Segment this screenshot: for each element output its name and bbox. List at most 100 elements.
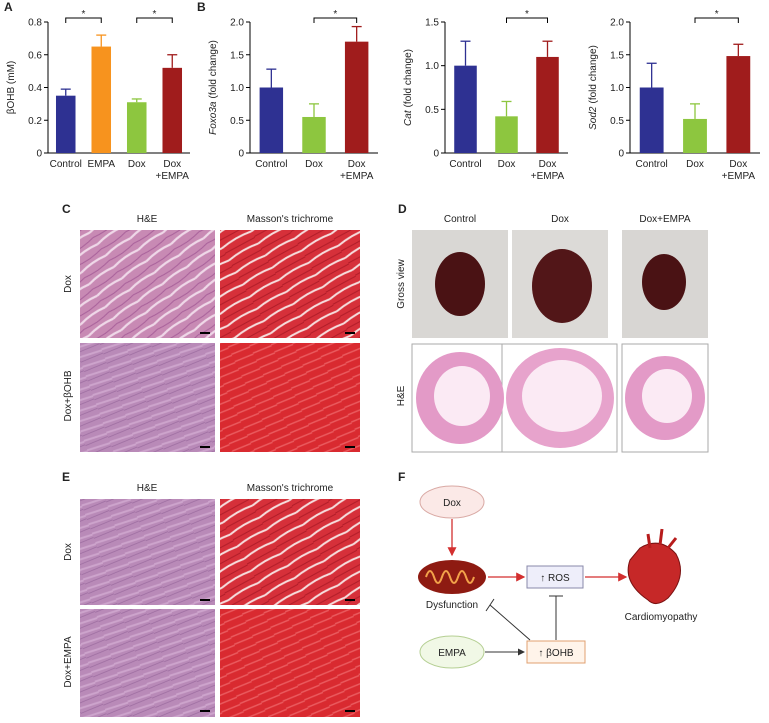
y-axis-unit: (fold change)	[588, 45, 599, 103]
significance-label: *	[82, 9, 86, 20]
bar	[683, 118, 707, 153]
y-tick-label: 1.0	[425, 61, 439, 72]
bar	[91, 46, 112, 153]
panel-f: Dox Dysfunction ↑ ROS Cardiomyopathy EMP…	[418, 485, 698, 669]
x-tick-label: Dox	[498, 159, 516, 170]
column-header: Dox+EMPA	[639, 214, 691, 225]
column-header: Control	[444, 214, 476, 225]
node	[526, 565, 584, 589]
row-header: Dox	[63, 543, 74, 561]
y-tick-label: 1.5	[425, 18, 439, 29]
y-tick-label: 0	[36, 149, 42, 160]
gene-name: Sod2	[588, 106, 599, 130]
y-tick-label: 0.5	[230, 116, 244, 127]
y-axis-label: βOHB (mM)	[6, 61, 17, 115]
heart-illustration	[627, 542, 681, 604]
section	[434, 366, 490, 426]
row-header: Dox	[63, 275, 74, 293]
row-header: Dox+EMPA	[63, 636, 74, 688]
x-tick-label: Control	[636, 159, 668, 170]
x-tick-label: +EMPA	[156, 171, 190, 182]
mitochondrion	[418, 560, 486, 594]
significance-bracket	[694, 17, 739, 23]
histology-image	[80, 499, 215, 605]
heart-illustration	[646, 528, 678, 549]
section	[522, 360, 602, 432]
significance-bracket	[65, 17, 102, 23]
significance-bracket	[506, 17, 548, 23]
x-tick-label: EMPA	[87, 159, 115, 170]
y-tick-label: 1.5	[610, 50, 624, 61]
significance-label: *	[333, 9, 337, 20]
y-axis-label: Cat (fold change)	[403, 49, 414, 126]
x-tick-label: Dox	[305, 159, 323, 170]
bar	[126, 102, 147, 153]
row-header: Dox+βOHB	[63, 370, 74, 421]
bar	[639, 87, 664, 153]
y-tick-label: 0.5	[610, 116, 624, 127]
node-label: Dox	[443, 498, 461, 509]
bar	[55, 95, 76, 153]
inhibition	[485, 598, 531, 641]
x-tick-label: Control	[449, 159, 481, 170]
y-tick-label: 2.0	[230, 18, 244, 29]
x-tick-label: +EMPA	[531, 171, 565, 182]
histology-image	[220, 230, 360, 338]
section	[642, 369, 692, 423]
node-label: ↑ ROS	[540, 573, 570, 584]
y-tick-label: 0	[433, 149, 439, 160]
significance-bracket	[136, 17, 173, 23]
x-tick-label: Control	[255, 159, 287, 170]
bar	[495, 116, 518, 153]
node	[419, 635, 485, 669]
x-tick-label: Dox	[539, 159, 557, 170]
column-header: H&E	[137, 214, 158, 225]
heart	[642, 254, 686, 310]
x-tick-label: +EMPA	[340, 171, 374, 182]
x-tick-label: +EMPA	[722, 171, 756, 182]
x-tick-label: Dox	[128, 159, 146, 170]
node-label: Dysfunction	[426, 600, 478, 611]
gene-name: Cat	[403, 109, 414, 126]
gene-name: Foxo3a	[208, 101, 219, 135]
panel-label: F	[398, 470, 405, 484]
column-header: Masson's trichrome	[247, 214, 334, 225]
y-tick-label: 2.0	[610, 18, 624, 29]
panel-label: A	[4, 0, 13, 14]
bar	[536, 56, 559, 153]
x-tick-label: Dox	[686, 159, 704, 170]
heart	[532, 249, 592, 323]
panel-label: C	[62, 202, 71, 216]
y-tick-label: 0	[238, 149, 244, 160]
column-header: Masson's trichrome	[247, 483, 334, 494]
significance-bracket	[313, 17, 358, 23]
significance-label: *	[715, 9, 719, 20]
histology-image	[80, 343, 215, 452]
panel-label: B	[197, 0, 206, 14]
y-tick-label: 0.8	[28, 18, 42, 29]
y-axis-unit: (fold change)	[403, 49, 414, 107]
y-tick-label: 0.4	[28, 83, 42, 94]
y-axis-unit: (fold change)	[208, 40, 219, 98]
bar	[344, 41, 369, 153]
bar	[302, 116, 326, 153]
node	[526, 640, 586, 664]
bar	[162, 67, 183, 153]
node-label: EMPA	[438, 648, 466, 659]
mitochondrion	[425, 570, 475, 584]
y-tick-label: 0.5	[425, 105, 439, 116]
x-tick-label: Dox	[729, 159, 747, 170]
node-label: Cardiomyopathy	[625, 612, 698, 623]
column-header: H&E	[137, 483, 158, 494]
y-axis-label: Foxo3a (fold change)	[208, 40, 219, 135]
bar	[726, 56, 751, 154]
y-tick-label: 0.6	[28, 50, 42, 61]
panel-label: D	[398, 202, 407, 216]
y-axis-label: Sod2 (fold change)	[588, 45, 599, 130]
panel-c: H&E Masson's trichrome Dox Dox+βOHB	[63, 214, 360, 452]
x-tick-label: Control	[50, 159, 82, 170]
histology-image	[80, 230, 215, 338]
x-tick-label: Dox	[348, 159, 366, 170]
y-tick-label: 1.0	[230, 83, 244, 94]
